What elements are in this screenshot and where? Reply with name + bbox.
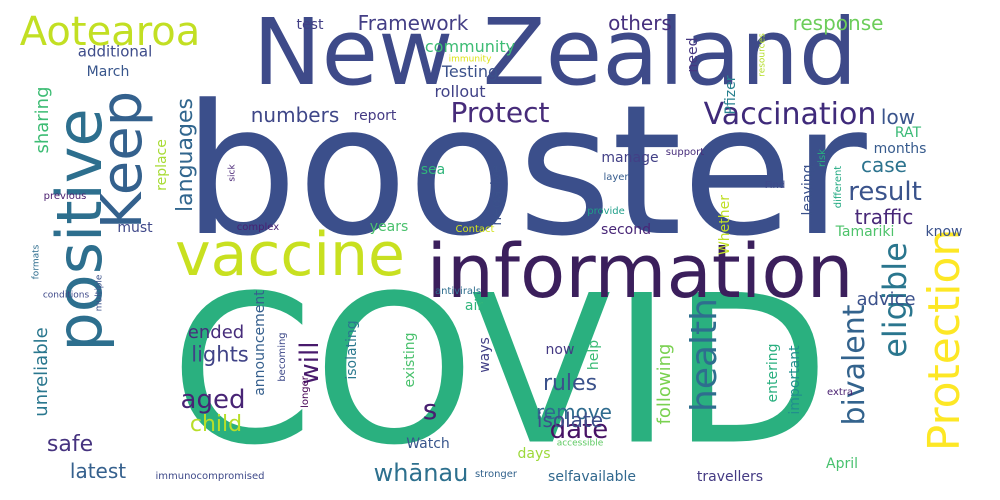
cloud-word-62: Whether	[717, 194, 733, 256]
cloud-word-97: immunocompromised	[155, 471, 265, 482]
cloud-word-4: vaccine	[175, 220, 405, 290]
cloud-word-41: rollout	[434, 82, 486, 101]
cloud-word-83: now	[545, 342, 575, 358]
cloud-word-14: languages	[173, 98, 198, 212]
cloud-word-33: whānau	[373, 459, 469, 487]
cloud-word-79: isolating	[344, 320, 360, 380]
cloud-word-31: safe	[46, 432, 94, 457]
cloud-word-23: response	[792, 11, 884, 35]
cloud-word-64: Tamariki	[835, 224, 895, 240]
cloud-word-15: result	[848, 177, 922, 207]
cloud-word-2: New Zealand	[252, 0, 858, 106]
cloud-word-96: April	[826, 456, 858, 472]
cloud-word-38: sharing	[32, 86, 53, 154]
cloud-word-54: risk	[817, 149, 828, 167]
cloud-word-50: RAT	[894, 125, 922, 141]
cloud-word-95: travellers	[696, 469, 764, 485]
cloud-word-84: help	[586, 339, 602, 371]
cloud-word-89: longer	[300, 376, 311, 408]
cloud-word-9: Vaccination	[703, 97, 877, 132]
cloud-word-44: test	[296, 17, 324, 33]
cloud-word-40: Testing	[441, 62, 499, 81]
cloud-word-65: know	[925, 224, 963, 240]
cloud-word-43: March	[86, 64, 130, 80]
cloud-word-29: remove	[536, 400, 612, 424]
cloud-word-34: following	[654, 343, 675, 425]
cloud-word-68: must	[117, 220, 153, 236]
cloud-word-3: information	[426, 229, 854, 315]
cloud-word-85: entering	[765, 343, 781, 403]
cloud-word-30: child	[189, 412, 243, 437]
cloud-word-52: manage	[601, 150, 659, 166]
cloud-word-45: report	[353, 108, 397, 124]
cloud-word-80: existing	[402, 332, 418, 388]
cloud-word-87: extra	[826, 387, 854, 398]
cloud-word-76: antivirals	[434, 286, 482, 297]
cloud-word-35: s	[422, 393, 438, 426]
cloud-word-73: formats	[31, 244, 42, 280]
cloud-word-10: Protect	[450, 96, 550, 129]
cloud-word-7: Aotearoa	[19, 9, 201, 55]
cloud-word-47: Pfizer	[723, 75, 739, 115]
cloud-word-82: isolate	[536, 408, 604, 432]
cloud-word-16: aged	[180, 385, 246, 415]
cloud-word-0: COVID	[170, 252, 830, 491]
cloud-word-42: additional	[77, 42, 153, 61]
cloud-word-90: Watch	[406, 436, 450, 452]
cloud-word-24: traffic	[854, 205, 914, 229]
cloud-word-88: becoming	[277, 332, 288, 382]
cloud-word-22: others	[608, 11, 672, 35]
cloud-word-27: advice	[856, 289, 916, 310]
cloud-word-59: sea	[420, 162, 446, 178]
cloud-word-57: Find	[764, 180, 786, 191]
cloud-word-13: bivalent	[837, 304, 872, 426]
cloud-word-18: rules	[542, 371, 598, 396]
cloud-word-53: leaving	[800, 164, 816, 216]
cloud-word-77: air	[464, 298, 484, 314]
cloud-word-81: ways	[477, 337, 493, 373]
cloud-word-37: unreliable	[31, 327, 52, 417]
cloud-word-6: Keep	[90, 90, 155, 230]
cloud-word-72: previous	[43, 191, 87, 202]
cloud-word-60: negative	[489, 164, 505, 226]
cloud-word-1: booster	[183, 67, 867, 276]
cloud-word-74: conditions	[42, 290, 90, 301]
cloud-word-55: support	[665, 147, 705, 158]
cloud-word-70: complex	[236, 222, 280, 233]
cloud-word-21: Framework	[357, 11, 469, 35]
cloud-word-75: multiple	[94, 274, 105, 312]
cloud-word-28: date	[549, 415, 609, 445]
cloud-word-46: need	[685, 37, 701, 73]
cloud-word-20: numbers	[250, 103, 340, 127]
cloud-word-36: ended	[187, 322, 245, 343]
cloud-word-32: latest	[69, 459, 127, 483]
cloud-word-51: months	[873, 141, 927, 157]
cloud-word-93: stronger	[474, 469, 518, 480]
cloud-word-11: health	[684, 298, 725, 412]
cloud-word-91: days	[517, 446, 551, 462]
cloud-word-39: community	[424, 37, 516, 56]
cloud-word-26: case	[861, 153, 907, 177]
cloud-word-56: different	[833, 165, 844, 209]
cloud-word-94: selfavailable	[548, 469, 636, 485]
cloud-word-49: resources	[757, 33, 768, 77]
cloud-word-67: years	[369, 219, 409, 235]
cloud-word-8: Protection	[919, 228, 970, 452]
cloud-word-48: immunity	[448, 54, 492, 65]
cloud-word-66: second	[601, 222, 651, 238]
cloud-word-63: provide	[587, 206, 625, 217]
cloud-word-25: low	[880, 105, 916, 129]
cloud-word-61: layer	[603, 172, 629, 183]
cloud-word-78: announcement	[252, 290, 268, 396]
cloud-word-69: Contact	[455, 224, 495, 235]
cloud-word-19: lights	[191, 342, 249, 367]
cloud-word-58: replace	[154, 139, 170, 191]
cloud-word-92: accessible	[556, 438, 604, 449]
cloud-word-71: sick	[227, 164, 238, 182]
cloud-word-86: important	[787, 345, 803, 415]
